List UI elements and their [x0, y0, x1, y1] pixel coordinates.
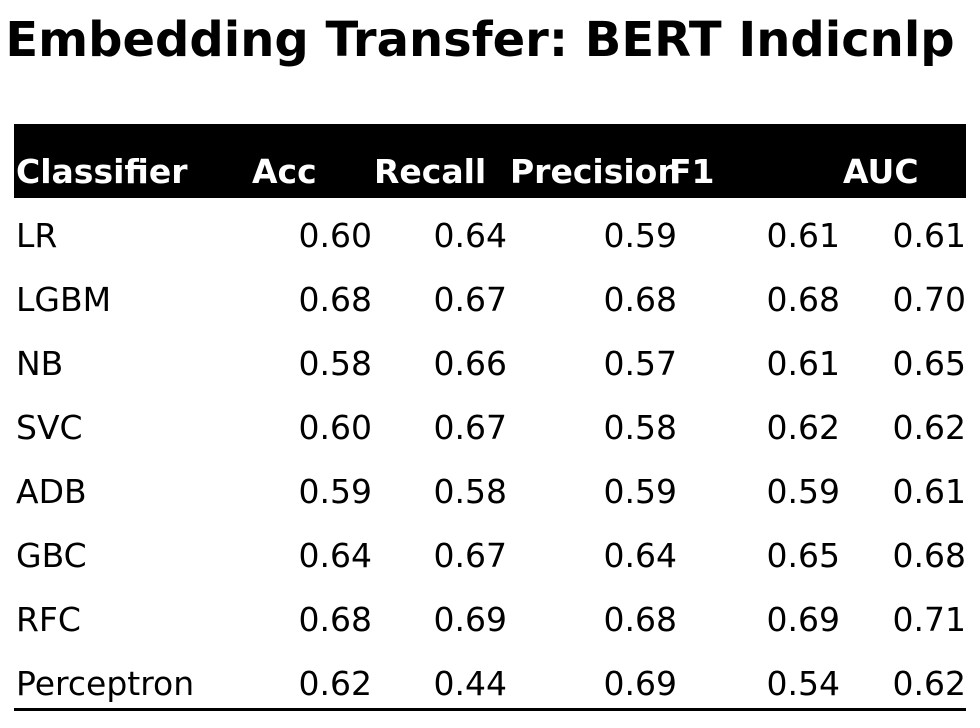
cell-auc: 0.61 — [892, 216, 966, 255]
cell-f1: 0.65 — [766, 536, 840, 575]
cell-f1: 0.61 — [766, 344, 840, 383]
bottom-rule — [14, 708, 966, 711]
page-title: Embedding Transfer: BERT Indicnlp — [5, 12, 955, 68]
cell-precision: 0.57 — [603, 344, 677, 383]
header-classifier: Classifier — [16, 152, 188, 191]
cell-classifier: ADB — [16, 472, 87, 511]
cell-classifier: LR — [16, 216, 58, 255]
cell-f1: 0.61 — [766, 216, 840, 255]
cell-auc: 0.71 — [892, 600, 966, 639]
cell-auc: 0.62 — [892, 664, 966, 703]
header-precision: Precision — [510, 152, 681, 191]
cell-classifier: GBC — [16, 536, 87, 575]
cell-f1: 0.59 — [766, 472, 840, 511]
cell-acc: 0.68 — [298, 600, 372, 639]
cell-f1: 0.69 — [766, 600, 840, 639]
cell-auc: 0.62 — [892, 408, 966, 447]
cell-classifier: RFC — [16, 600, 81, 639]
cell-acc: 0.62 — [298, 664, 372, 703]
cell-acc: 0.58 — [298, 344, 372, 383]
cell-acc: 0.64 — [298, 536, 372, 575]
table-header — [14, 124, 966, 198]
cell-classifier: NB — [16, 344, 64, 383]
header-f1: F1 — [669, 152, 715, 191]
cell-auc: 0.70 — [892, 280, 966, 319]
cell-recall: 0.67 — [433, 408, 507, 447]
cell-f1: 0.54 — [766, 664, 840, 703]
cell-precision: 0.59 — [603, 216, 677, 255]
cell-f1: 0.62 — [766, 408, 840, 447]
header-auc: AUC — [843, 152, 919, 191]
cell-classifier: SVC — [16, 408, 83, 447]
cell-acc: 0.60 — [298, 408, 372, 447]
cell-precision: 0.69 — [603, 664, 677, 703]
cell-recall: 0.44 — [433, 664, 507, 703]
cell-precision: 0.68 — [603, 600, 677, 639]
cell-classifier: LGBM — [16, 280, 112, 319]
cell-f1: 0.68 — [766, 280, 840, 319]
cell-recall: 0.67 — [433, 280, 507, 319]
cell-auc: 0.68 — [892, 536, 966, 575]
cell-recall: 0.58 — [433, 472, 507, 511]
cell-recall: 0.66 — [433, 344, 507, 383]
cell-acc: 0.68 — [298, 280, 372, 319]
cell-precision: 0.59 — [603, 472, 677, 511]
cell-precision: 0.64 — [603, 536, 677, 575]
cell-auc: 0.61 — [892, 472, 966, 511]
cell-acc: 0.60 — [298, 216, 372, 255]
header-recall: Recall — [374, 152, 487, 191]
cell-precision: 0.68 — [603, 280, 677, 319]
cell-classifier: Perceptron — [16, 664, 195, 703]
cell-precision: 0.58 — [603, 408, 677, 447]
cell-recall: 0.69 — [433, 600, 507, 639]
header-acc: Acc — [252, 152, 317, 191]
cell-auc: 0.65 — [892, 344, 966, 383]
cell-recall: 0.67 — [433, 536, 507, 575]
cell-recall: 0.64 — [433, 216, 507, 255]
cell-acc: 0.59 — [298, 472, 372, 511]
